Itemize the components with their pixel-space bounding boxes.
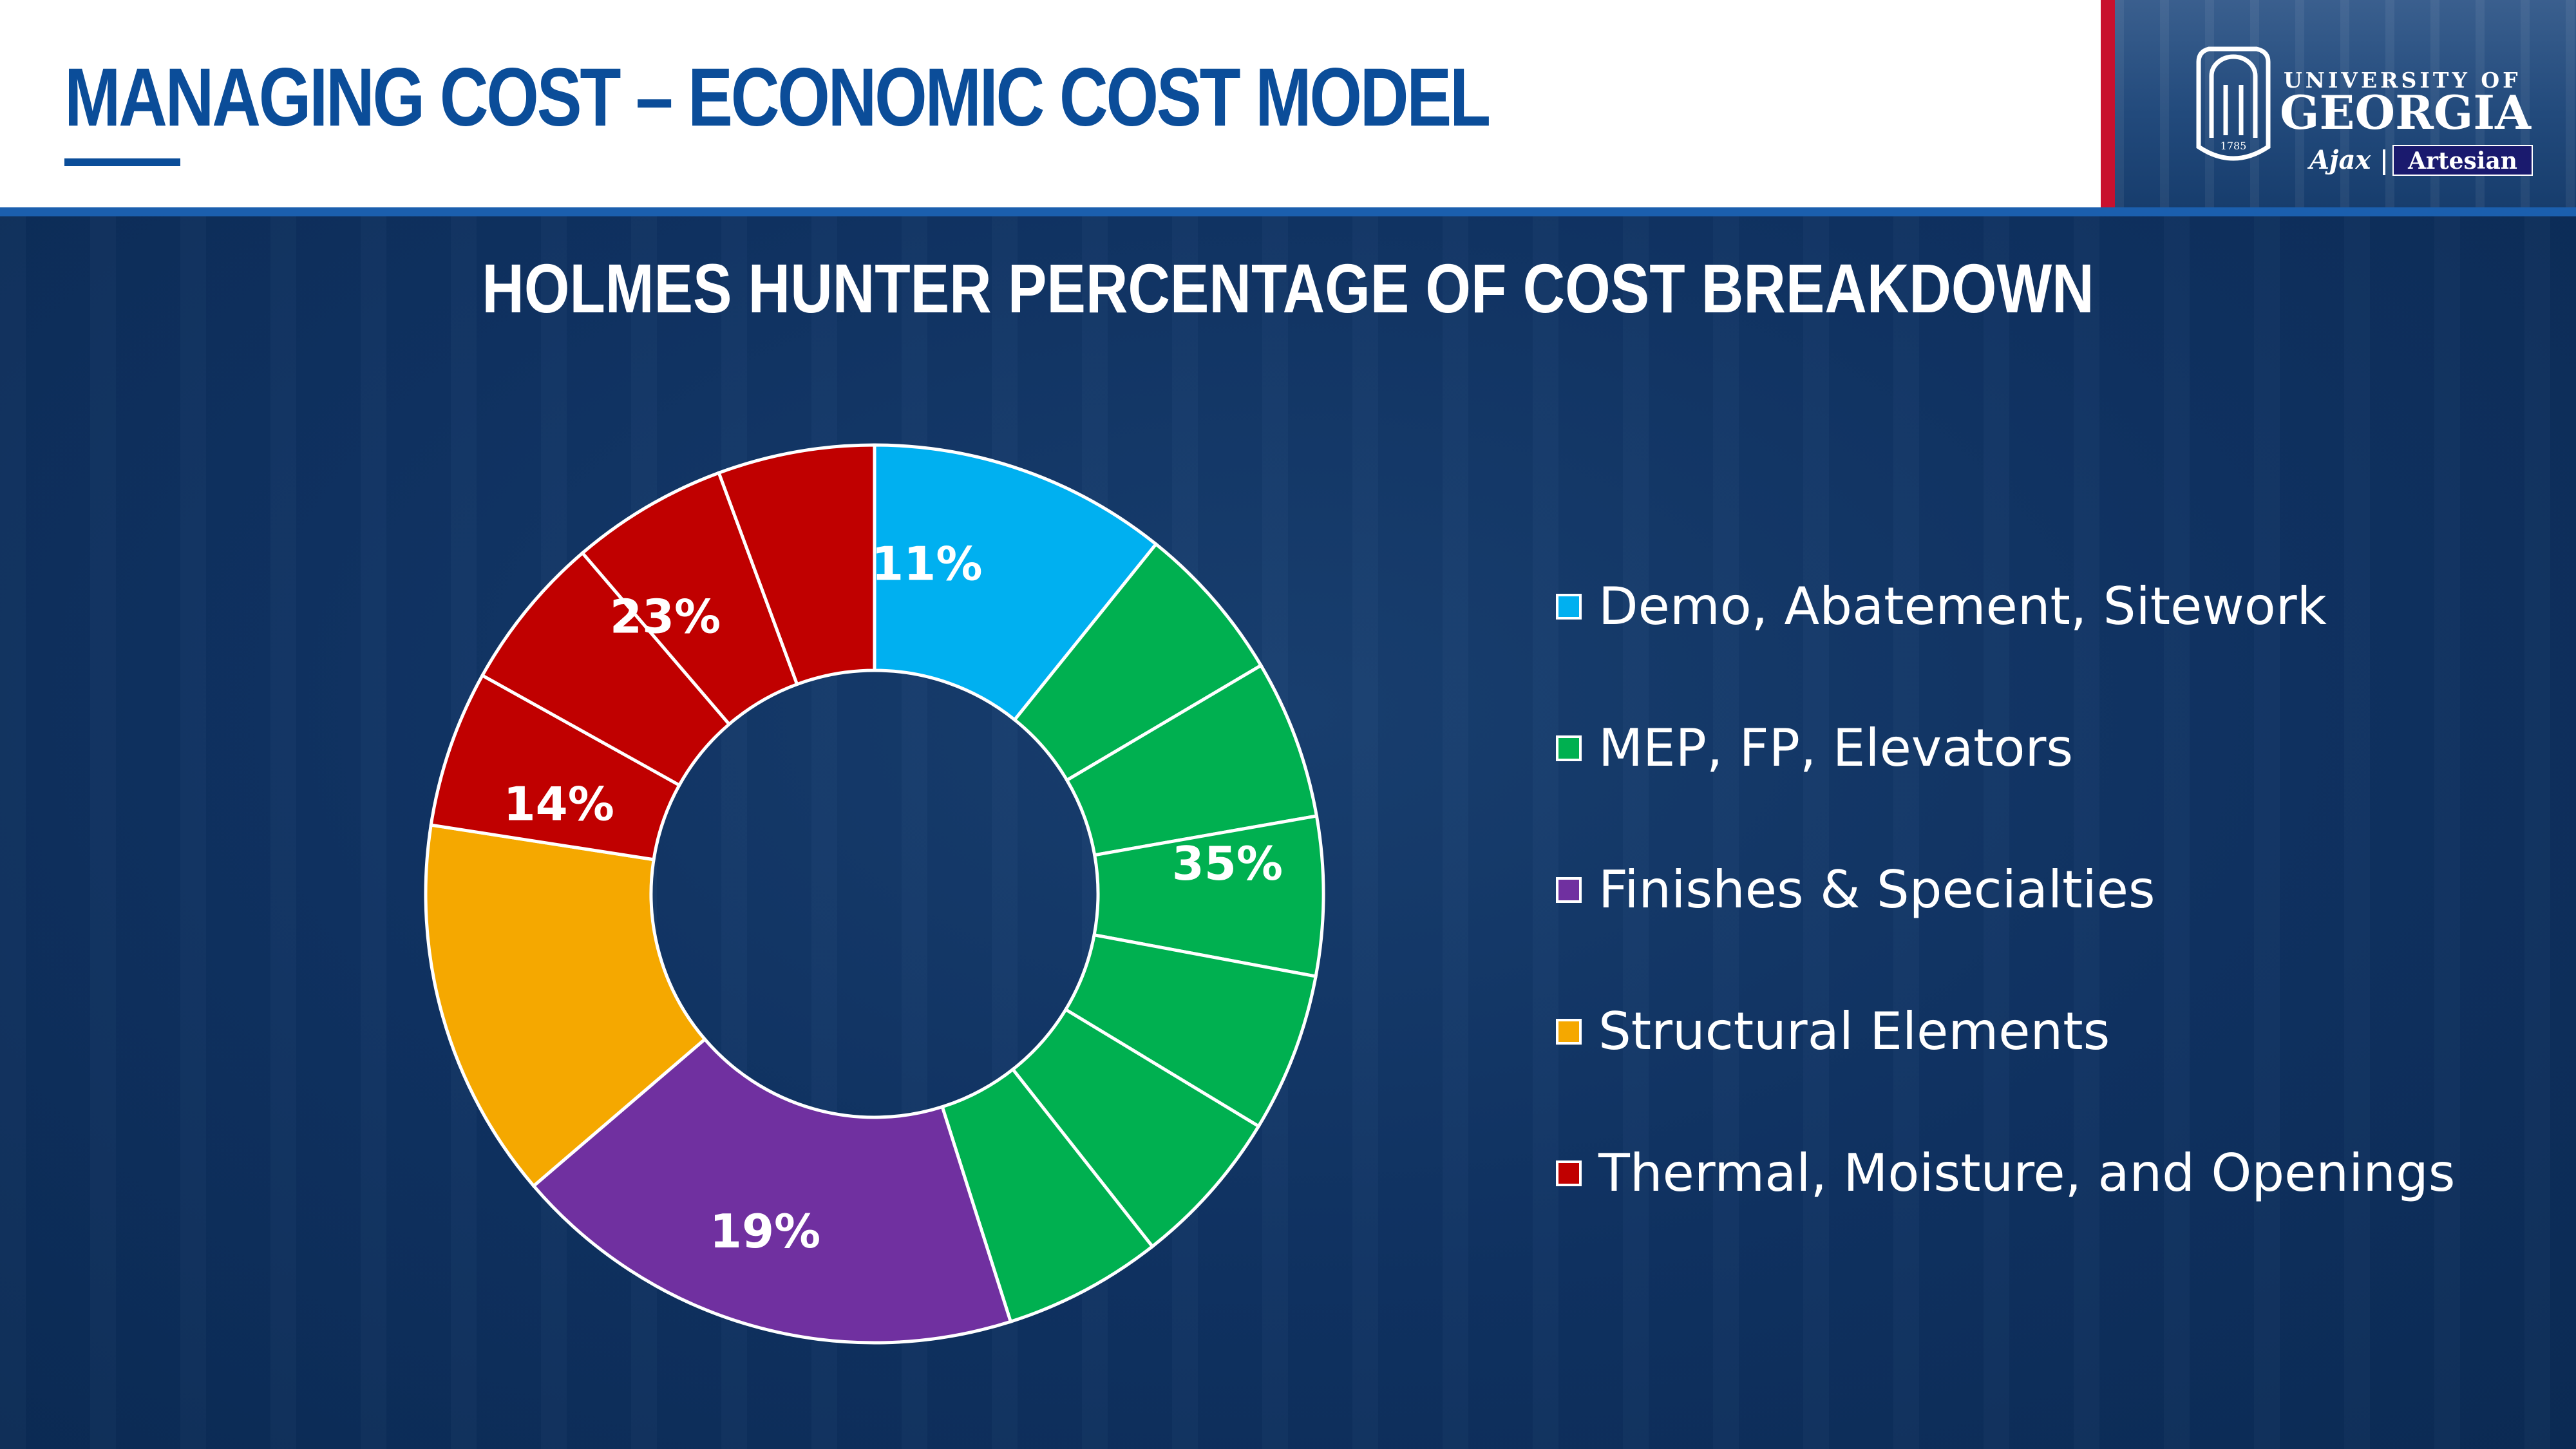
legend-item: Thermal, Moisture, and Openings [1552,1133,2544,1275]
legend-swatch [1556,1019,1582,1045]
legend-swatch [1556,735,1582,761]
legend-label: MEP, FP, Elevators [1598,718,2074,778]
partner-divider [2383,149,2385,175]
legend-swatch [1556,877,1582,903]
slice-label: 19% [710,1204,820,1258]
artesian-logo: Artesian [2407,147,2517,175]
university-logo: 1785 UNIVERSITY OF GEORGIA Ajax Artesian [2196,46,2533,176]
ajax-logo: Ajax [2307,145,2371,175]
legend-label: Demo, Abatement, Sitework [1598,576,2327,636]
slice-label: 23% [610,590,721,644]
donut-slice [531,1037,1013,1345]
arch-year: 1785 [2221,140,2247,152]
chart-title: HOLMES HUNTER PERCENTAGE OF COST BREAKDO… [482,249,2094,327]
university-line1: UNIVERSITY OF [2284,68,2521,93]
legend-label: Thermal, Moisture, and Openings [1598,1143,2456,1203]
legend-item: Finishes & Specialties [1552,850,2544,992]
legend-item: Demo, Abatement, Sitework [1552,567,2544,708]
page-title: MANAGING COST – ECONOMIC COST MODEL [64,52,1491,144]
legend-label: Structural Elements [1598,1001,2110,1061]
legend-item: Structural Elements [1552,992,2544,1133]
donut-slice [717,443,876,687]
legend-item: MEP, FP, Elevators [1552,708,2544,850]
logo-panel: 1785 UNIVERSITY OF GEORGIA Ajax Artesian [2115,0,2576,207]
arch-icon [2196,46,2271,161]
legend-swatch [1556,594,1582,620]
legend-label: Finishes & Specialties [1598,860,2155,920]
title-underline [64,158,180,166]
slice-label: 35% [1172,837,1283,891]
red-divider [2101,0,2115,207]
donut-slice [873,443,1159,723]
donut-slice [424,823,708,1189]
slice-label: 11% [871,536,982,591]
chart-legend: Demo, Abatement, Sitework MEP, FP, Eleva… [1552,567,2544,1275]
university-line2: GEORGIA [2280,85,2532,140]
artesian-logo-box [2392,145,2533,176]
legend-swatch [1556,1160,1582,1186]
header-rule [0,207,2576,216]
slice-label: 14% [504,777,614,831]
